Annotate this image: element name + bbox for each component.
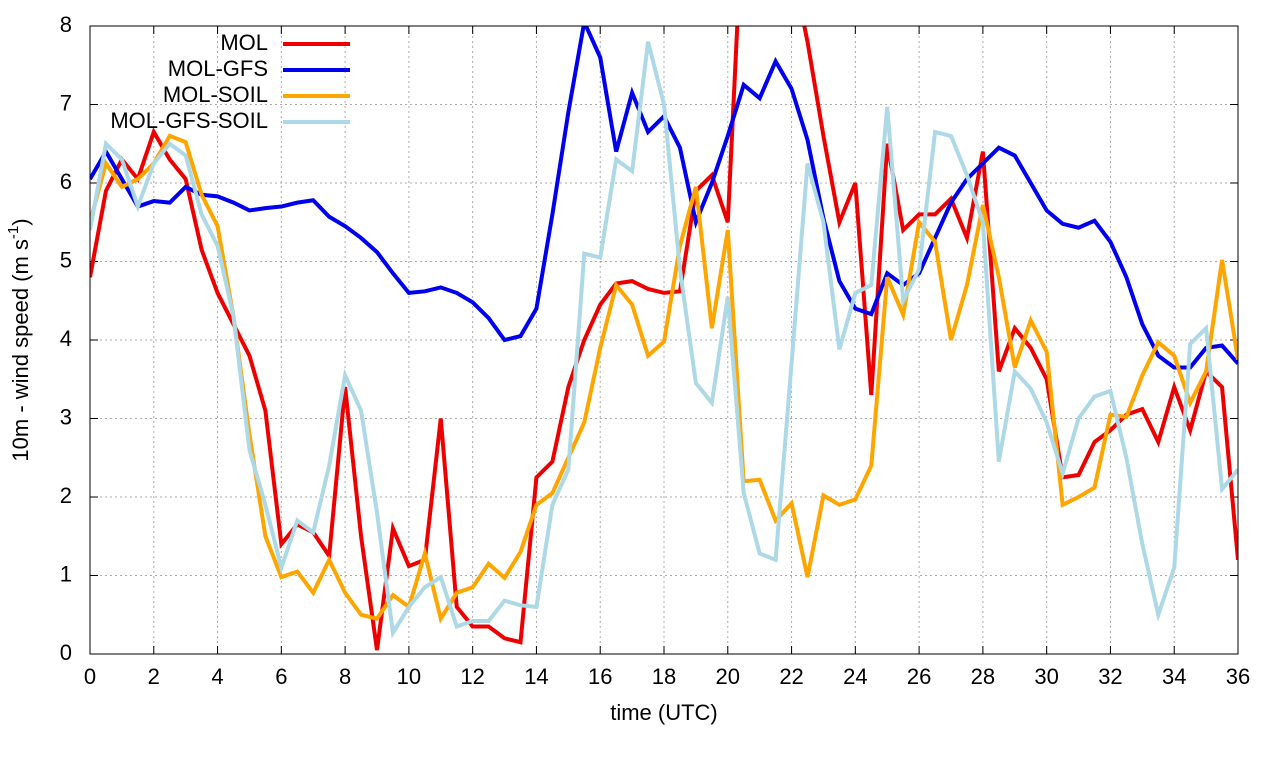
y-tick-label: 0 (60, 640, 72, 665)
x-tick-label: 10 (397, 664, 421, 689)
legend-label: MOL-GFS-SOIL (110, 108, 268, 133)
y-tick-label: 7 (60, 90, 72, 115)
x-tick-label: 18 (652, 664, 676, 689)
x-tick-label: 30 (1034, 664, 1058, 689)
x-tick-label: 16 (588, 664, 612, 689)
x-tick-label: 14 (524, 664, 548, 689)
x-tick-label: 6 (275, 664, 287, 689)
plot-frame (89, 25, 1239, 655)
x-tick-label: 12 (460, 664, 484, 689)
x-tick-label: 32 (1098, 664, 1122, 689)
plot-lines (90, 26, 1238, 651)
y-tick-label: 4 (60, 326, 72, 351)
y-axis-label-suffix: ) (8, 218, 33, 225)
x-tick-label: 2 (148, 664, 160, 689)
x-tick-label: 0 (84, 664, 96, 689)
x-tick-label: 24 (843, 664, 867, 689)
series-line (90, 133, 1238, 624)
y-axis-label-text: 10m - wind speed (m s (8, 239, 33, 462)
x-tick-label: 28 (971, 664, 995, 689)
y-tick-label: 8 (60, 12, 72, 37)
x-tick-label: 20 (716, 664, 740, 689)
legend-label: MOL (220, 30, 268, 55)
x-tick-label: 34 (1162, 664, 1186, 689)
x-axis-label: time (UTC) (610, 700, 718, 725)
x-tick-label: 26 (907, 664, 931, 689)
x-tick-label: 22 (779, 664, 803, 689)
series-line (90, 26, 1238, 651)
x-tick-label: 4 (211, 664, 223, 689)
y-tick-label: 5 (60, 247, 72, 272)
legend-label: MOL-GFS (168, 56, 268, 81)
x-tick-label: 8 (339, 664, 351, 689)
y-tick-label: 1 (60, 561, 72, 586)
y-tick-label: 6 (60, 169, 72, 194)
y-axis-label: 10m - wind speed (m s-1) (5, 218, 33, 461)
y-axis-label-sup: -1 (5, 226, 22, 239)
series-line (90, 41, 1238, 639)
legend-label: MOL-SOIL (163, 82, 268, 107)
x-tick-label: 36 (1226, 664, 1250, 689)
y-tick-label: 2 (60, 483, 72, 508)
y-tick-label: 3 (60, 404, 72, 429)
